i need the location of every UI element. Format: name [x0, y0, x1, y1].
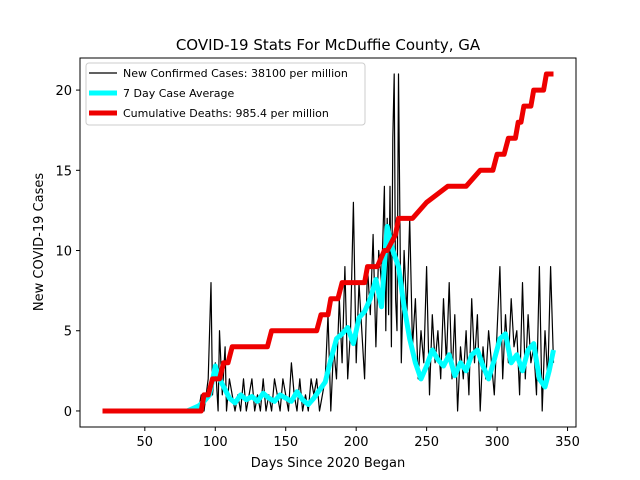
- legend-frame: [85, 62, 366, 126]
- series-line-2: [102, 71, 554, 414]
- x-axis-label: Days Since 2020 Began: [251, 456, 406, 471]
- y-tick-label: 10: [55, 245, 72, 260]
- plot-frame: [79, 57, 577, 428]
- x-tick-label: 200: [344, 435, 369, 450]
- y-axis-label: New COVID-19 Cases: [32, 173, 47, 311]
- legend-label-cumulative-deaths: Cumulative Deaths: 985.4 per million: [123, 107, 329, 120]
- series-layer: [102, 71, 556, 414]
- y-tick-label: 20: [55, 84, 72, 99]
- x-tick-label: 350: [555, 435, 580, 450]
- y-tick-label: 0: [64, 405, 72, 420]
- x-tick-label: 50: [137, 435, 154, 450]
- legend-label-new-cases: New Confirmed Cases: 38100 per million: [123, 67, 348, 80]
- ticks-layer: 50 100 150 200 250 300 350 0 5 10 15 20: [55, 84, 580, 450]
- x-tick-label: 250: [414, 435, 439, 450]
- x-tick-label: 300: [485, 435, 510, 450]
- y-tick-label: 5: [64, 325, 72, 340]
- chart-title: COVID-19 Stats For McDuffie County, GA: [176, 36, 481, 54]
- x-tick-label: 150: [273, 435, 298, 450]
- series-line-1: [102, 224, 556, 414]
- x-tick-label: 100: [203, 435, 228, 450]
- legend-label-7-day-average: 7 Day Case Average: [123, 87, 235, 100]
- legend: New Confirmed Cases: 38100 per million 7…: [85, 62, 366, 126]
- y-tick-label: 15: [55, 164, 72, 179]
